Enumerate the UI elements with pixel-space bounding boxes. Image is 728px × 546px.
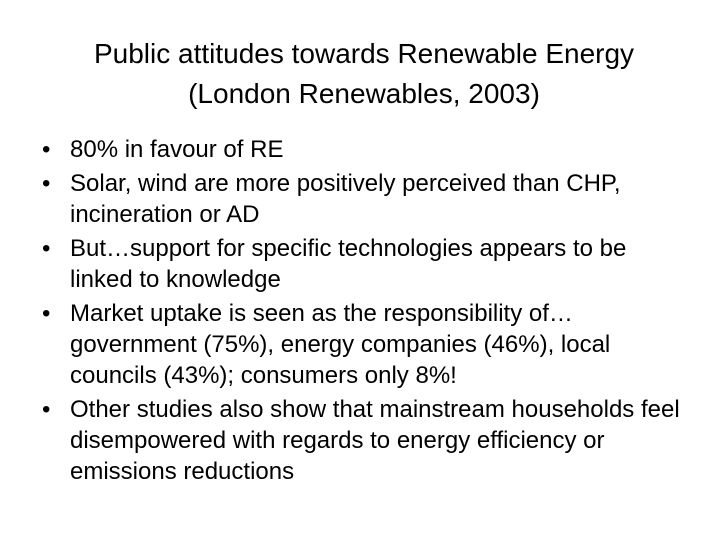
bullet-text: But…support for specific technologies ap… (70, 235, 627, 293)
bullet-item-other-studies: • Other studies also show that mainstrea… (40, 394, 690, 487)
bullet-marker: • (42, 396, 51, 423)
bullet-item-market-uptake: • Market uptake is seen as the responsib… (40, 298, 690, 391)
bullet-marker: • (42, 235, 51, 262)
bullet-list: • 80% in favour of RE • Solar, wind are … (40, 134, 690, 490)
slide-title: Public attitudes towards Renewable Energ… (40, 34, 688, 114)
bullet-text: Other studies also show that mainstream … (70, 396, 680, 485)
bullet-marker: • (42, 136, 51, 163)
slide-title-line-2: (London Renewables, 2003) (188, 78, 540, 109)
bullet-text: Market uptake is seen as the responsibil… (70, 300, 611, 389)
bullet-marker: • (42, 170, 51, 197)
bullet-item-favour: • 80% in favour of RE (40, 134, 690, 165)
bullet-item-perception: • Solar, wind are more positively percei… (40, 168, 690, 230)
bullet-text: Solar, wind are more positively perceive… (70, 170, 621, 228)
bullet-marker: • (42, 300, 51, 327)
bullet-item-knowledge: • But…support for specific technologies … (40, 233, 690, 295)
bullet-text: 80% in favour of RE (70, 136, 284, 163)
slide-title-line-1: Public attitudes towards Renewable Energ… (93, 38, 635, 69)
